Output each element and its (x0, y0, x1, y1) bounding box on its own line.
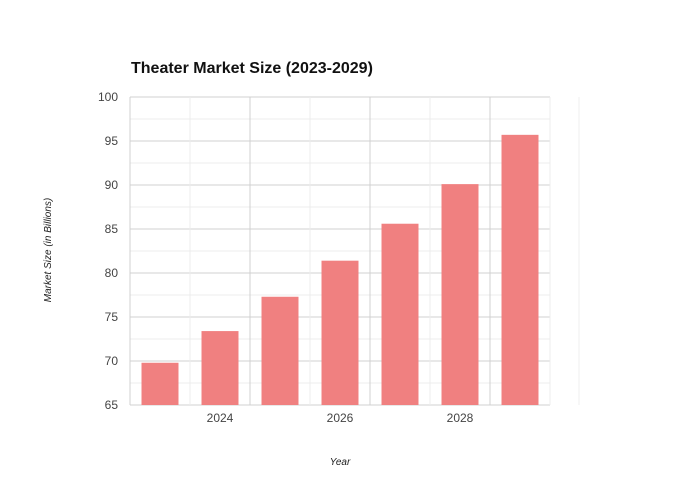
y-tick-label: 90 (105, 178, 119, 192)
y-tick-label: 95 (105, 134, 119, 148)
y-tick-label: 70 (105, 354, 119, 368)
bar-2026 (321, 260, 359, 405)
y-tick-label: 80 (105, 266, 119, 280)
chart-title: Theater Market Size (2023-2029) (131, 60, 373, 77)
x-tick-label: 2026 (327, 411, 354, 425)
bar-2024 (201, 331, 239, 405)
x-tick-label: 2024 (207, 411, 234, 425)
y-tick-label: 100 (98, 90, 118, 104)
y-axis-ticks: 65 70 75 80 85 90 95 100 (98, 90, 118, 412)
bar-2029 (501, 134, 539, 405)
bar-2027 (381, 223, 419, 405)
y-tick-label: 65 (105, 398, 119, 412)
bar-2028 (441, 184, 479, 405)
y-axis-label: Market Size (in Billions) (43, 198, 54, 302)
bar-2025 (261, 296, 299, 405)
x-tick-label: 2028 (447, 411, 474, 425)
x-axis-ticks: 2024 2026 2028 (207, 411, 474, 425)
bars (141, 134, 539, 405)
y-tick-label: 85 (105, 222, 119, 236)
x-axis-label: Year (330, 457, 351, 468)
bar-2023 (141, 362, 179, 405)
y-tick-label: 75 (105, 310, 119, 324)
